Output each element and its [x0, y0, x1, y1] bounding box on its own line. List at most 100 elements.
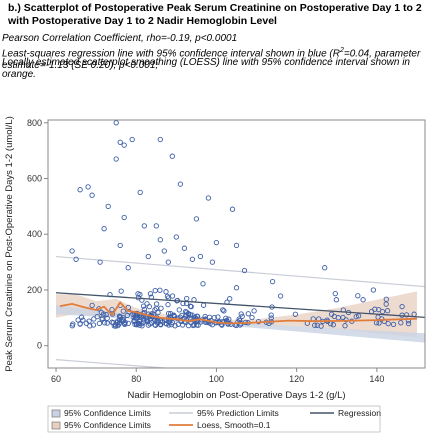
data-point — [176, 307, 182, 313]
data-point — [206, 314, 213, 320]
legend-label: Regression — [338, 408, 381, 418]
y-tick-label: 400 — [27, 229, 42, 239]
regression-note-part-a: Least-squares regression line with 95% c… — [2, 48, 340, 60]
data-point — [152, 287, 158, 294]
data-point — [333, 297, 340, 303]
data-point — [328, 311, 335, 317]
data-point — [318, 323, 324, 329]
data-point — [91, 316, 97, 322]
data-point — [164, 293, 171, 300]
data-point — [330, 322, 336, 328]
data-point — [335, 315, 341, 321]
data-point — [154, 317, 160, 324]
x-tick-label: 140 — [369, 374, 384, 384]
data-point — [360, 297, 366, 303]
data-point — [161, 248, 167, 254]
data-point — [399, 303, 405, 310]
data-point — [120, 308, 126, 314]
data-point — [147, 291, 154, 297]
data-point — [292, 311, 299, 317]
data-point — [104, 315, 110, 321]
data-point — [129, 136, 135, 143]
data-point — [268, 312, 274, 318]
y-axis-label: Peak Serum Creatinine on Post-Operative … — [4, 116, 15, 372]
legend-label: 95% Confidence Limits — [64, 420, 151, 430]
y-tick-label: 800 — [27, 118, 42, 128]
data-point — [241, 267, 248, 274]
plot-frame — [47, 119, 426, 369]
data-point — [194, 313, 200, 319]
data-point — [227, 296, 233, 302]
data-point — [372, 306, 378, 312]
data-point — [233, 242, 240, 249]
data-point — [98, 309, 104, 316]
data-point — [245, 311, 251, 317]
data-point — [171, 313, 177, 319]
data-point — [165, 301, 171, 308]
data-point — [145, 253, 151, 260]
dense-points — [69, 281, 417, 329]
data-point — [200, 302, 207, 308]
data-point — [109, 306, 115, 313]
data-point — [239, 313, 245, 320]
data-point — [238, 311, 244, 317]
data-point — [157, 237, 163, 243]
x-tick-label: 100 — [209, 374, 224, 384]
data-point — [89, 302, 95, 309]
data-point — [193, 216, 200, 222]
data-point — [113, 120, 119, 126]
data-point — [113, 156, 119, 162]
data-point — [169, 319, 176, 326]
data-point — [99, 315, 105, 321]
data-point — [233, 285, 240, 291]
data-point — [155, 309, 161, 316]
x-tick-label: 80 — [131, 374, 141, 384]
data-point — [157, 321, 163, 327]
data-point — [385, 320, 391, 327]
legend-label: 95% Confidence Limits — [64, 408, 151, 418]
loess-line — [59, 301, 418, 325]
data-point — [188, 303, 194, 310]
data-point — [83, 320, 89, 326]
data-point — [139, 320, 145, 327]
data-point — [205, 195, 212, 201]
data-point — [133, 315, 139, 321]
data-point — [101, 320, 108, 326]
data-point — [314, 322, 320, 328]
data-point — [96, 320, 103, 327]
data-point — [111, 323, 117, 329]
legend: 95% Confidence Limits 95% Prediction Limi… — [47, 405, 381, 433]
data-point — [101, 226, 107, 232]
data-point — [251, 308, 257, 314]
data-point — [177, 181, 184, 187]
data-point — [355, 293, 361, 299]
legend-label: 95% Prediction Limits — [197, 408, 279, 418]
data-point — [121, 142, 127, 148]
data-point — [220, 307, 226, 313]
data-point — [141, 223, 147, 229]
data-point — [249, 314, 255, 321]
axes: 60 80 100 120 140 0 200 400 600 800 Nadir Hemoglob… — [4, 116, 426, 401]
data-point — [353, 313, 359, 320]
data-point — [398, 320, 404, 326]
prediction-limit-upper — [55, 255, 425, 288]
data-point — [144, 316, 150, 322]
data-point — [322, 265, 328, 271]
data-point — [209, 259, 216, 265]
data-point — [133, 322, 140, 328]
data-point — [85, 184, 91, 190]
data-point — [165, 310, 172, 317]
data-point — [223, 315, 229, 321]
data-point — [221, 308, 227, 314]
data-point — [90, 322, 97, 328]
data-point — [77, 187, 83, 193]
data-point — [122, 319, 128, 326]
y-tick-label: 200 — [27, 285, 42, 295]
data-point — [153, 223, 159, 229]
data-point — [153, 301, 160, 307]
data-point — [116, 321, 122, 327]
data-point — [165, 259, 171, 265]
x-tick-label: 120 — [289, 374, 304, 384]
data-point — [197, 253, 204, 260]
